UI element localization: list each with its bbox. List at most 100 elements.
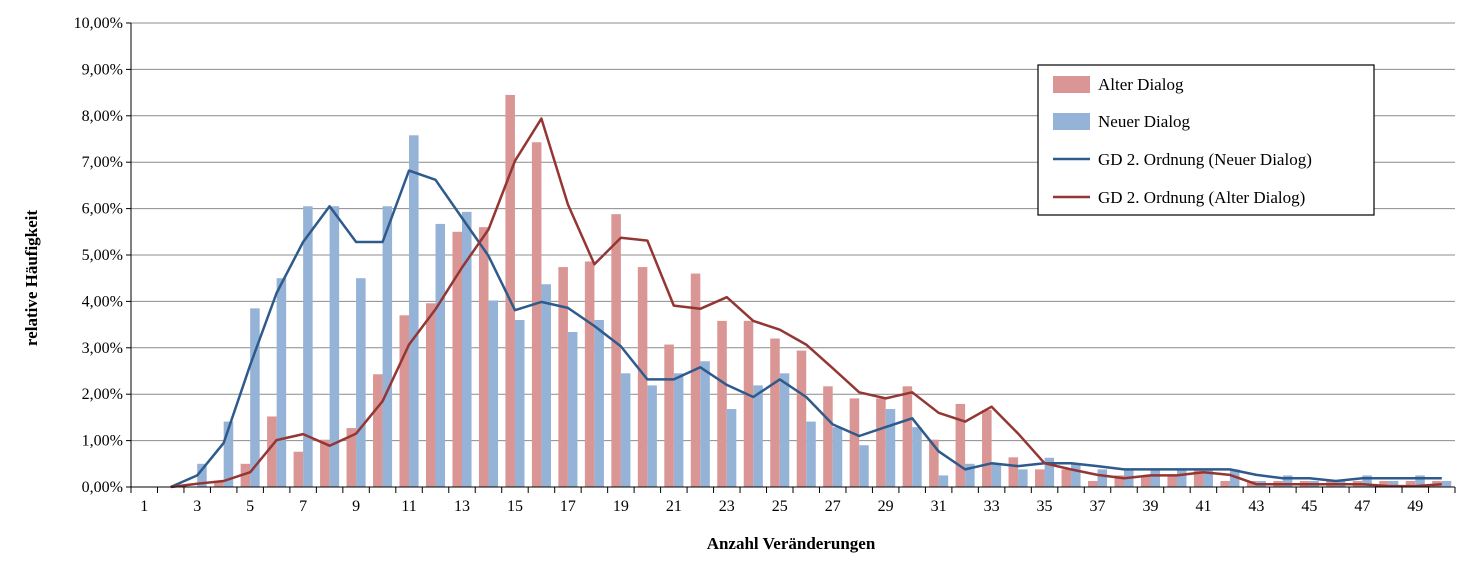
legend-swatch-alter-dialog — [1053, 76, 1090, 93]
x-tick-label: 41 — [1195, 498, 1211, 515]
legend-label-alter-dialog: Alter Dialog — [1098, 75, 1184, 94]
bar-alter-dialog — [1140, 475, 1151, 487]
bar-alter-dialog — [849, 398, 860, 487]
x-tick-label: 33 — [984, 498, 1000, 515]
bar-neuer-dialog — [329, 206, 340, 487]
bar-neuer-dialog — [620, 373, 631, 487]
x-tick-label: 31 — [931, 498, 947, 515]
x-tick-label: 37 — [1090, 498, 1106, 515]
bar-alter-dialog — [531, 142, 542, 488]
bar-neuer-dialog — [1176, 469, 1187, 487]
bar-alter-dialog — [320, 439, 330, 487]
bar-neuer-dialog — [1388, 480, 1399, 487]
bar-neuer-dialog — [1415, 475, 1425, 487]
x-tick-label: 27 — [825, 498, 841, 515]
bar-alter-dialog — [505, 94, 515, 488]
bar-neuer-dialog — [859, 445, 869, 487]
bar-neuer-dialog — [435, 223, 446, 488]
bar-neuer-dialog — [197, 463, 207, 487]
bar-alter-dialog — [690, 273, 701, 487]
legend-label-neuer-dialog: Neuer Dialog — [1098, 112, 1191, 131]
line-gd-neuer-dialog — [170, 169, 1442, 489]
bar-alter-dialog — [823, 386, 833, 487]
bar-neuer-dialog — [1203, 469, 1213, 487]
bar-alter-dialog — [346, 428, 357, 487]
x-tick-label: 35 — [1037, 498, 1053, 515]
bar-neuer-dialog — [223, 421, 234, 487]
bar-alter-dialog — [929, 439, 939, 487]
x-tick-label: 49 — [1407, 498, 1423, 515]
bar-alter-dialog — [558, 267, 568, 487]
bar-series — [197, 94, 1452, 488]
y-tick-label: 3,00% — [82, 340, 123, 357]
bar-neuer-dialog — [885, 409, 896, 487]
bar-alter-dialog — [637, 267, 648, 487]
bar-alter-dialog — [267, 416, 277, 487]
bar-neuer-dialog — [779, 373, 790, 487]
bar-neuer-dialog — [938, 475, 949, 487]
bar-neuer-dialog — [276, 278, 287, 487]
bar-neuer-dialog — [832, 427, 843, 487]
bar-neuer-dialog — [1362, 475, 1372, 487]
x-tick-label: 47 — [1354, 498, 1370, 515]
legend: Alter Dialog Neuer Dialog GD 2. Ordnung … — [1037, 64, 1375, 216]
x-tick-label: 3 — [193, 498, 201, 515]
bar-alter-dialog — [770, 338, 780, 487]
bar-neuer-dialog — [700, 361, 710, 487]
bar-neuer-dialog — [409, 135, 419, 487]
bar-alter-dialog — [982, 409, 992, 487]
bar-neuer-dialog — [647, 385, 657, 487]
bar-alter-dialog — [214, 480, 224, 487]
bar-alter-dialog — [1193, 469, 1204, 487]
y-tick-label: 1,00% — [82, 433, 123, 450]
bar-neuer-dialog — [1282, 475, 1293, 487]
bar-alter-dialog — [399, 315, 410, 487]
bar-alter-dialog — [717, 320, 727, 487]
x-tick-label: 17 — [560, 498, 576, 515]
y-tick-label: 8,00% — [82, 108, 123, 125]
bar-alter-dialog — [425, 303, 436, 487]
bar-neuer-dialog — [541, 284, 551, 487]
bar-alter-dialog — [902, 386, 913, 487]
x-axis-title: Anzahl Veränderungen — [707, 534, 876, 553]
bar-neuer-dialog — [303, 206, 313, 487]
x-tick-label: 21 — [666, 498, 682, 515]
y-tick-label: 5,00% — [82, 247, 123, 264]
y-axis-title: relative Häufigkeit — [22, 210, 41, 346]
tick-labels: 0,00% 1,00% 2,00% 3,00% 4,00% 5,00% 6,00% 7,00%… — [74, 15, 1424, 515]
bar-neuer-dialog — [991, 463, 1002, 487]
y-tick-label: 10,00% — [74, 15, 123, 32]
x-tick-label: 43 — [1248, 498, 1264, 515]
x-tick-label: 5 — [246, 498, 254, 515]
bar-alter-dialog — [1008, 457, 1019, 487]
bar-neuer-dialog — [1150, 469, 1161, 487]
bar-neuer-dialog — [1071, 463, 1081, 487]
x-tick-label: 9 — [352, 498, 360, 515]
bar-alter-dialog — [584, 261, 595, 487]
bar-neuer-dialog — [567, 332, 578, 487]
x-tick-label: 45 — [1301, 498, 1317, 515]
bar-alter-dialog — [611, 214, 621, 487]
x-tick-label: 13 — [454, 498, 470, 515]
bar-alter-dialog — [796, 350, 807, 487]
y-tick-label: 7,00% — [82, 154, 123, 171]
grid-lines — [131, 22, 1455, 442]
x-tick-label: 15 — [507, 498, 523, 515]
legend-label-gd-neuer: GD 2. Ordnung (Neuer Dialog) — [1098, 150, 1312, 169]
bar-neuer-dialog — [594, 319, 604, 487]
x-tick-label: 25 — [772, 498, 788, 515]
bar-alter-dialog — [478, 227, 489, 487]
bar-alter-dialog — [293, 451, 304, 487]
legend-box — [1037, 64, 1375, 216]
bar-neuer-dialog — [514, 319, 525, 487]
line-series — [170, 117, 1442, 489]
y-tick-label: 0,00% — [82, 479, 123, 496]
bar-alter-dialog — [373, 374, 383, 487]
bar-alter-dialog — [1167, 475, 1177, 487]
bar-alter-dialog — [955, 403, 966, 487]
bar-neuer-dialog — [356, 278, 366, 487]
y-tick-label: 9,00% — [82, 61, 123, 78]
bar-alter-dialog — [452, 231, 462, 487]
